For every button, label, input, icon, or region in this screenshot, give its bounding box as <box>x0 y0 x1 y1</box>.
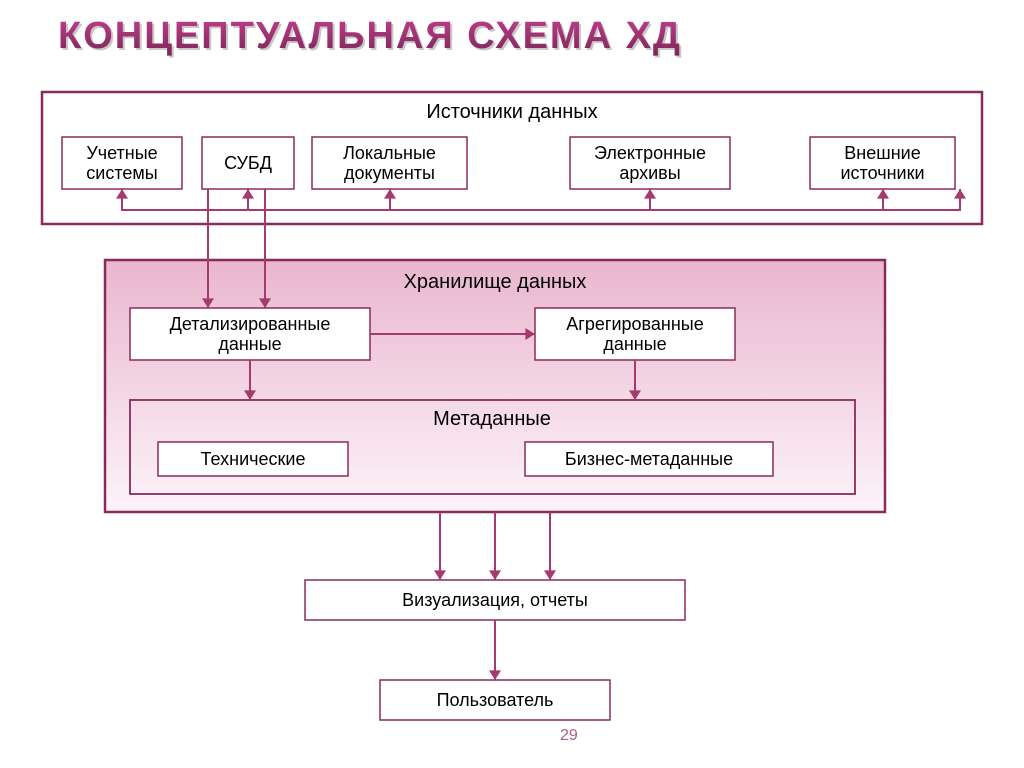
metadata-label: Метаданные <box>433 408 551 430</box>
sources-label: Источники данных <box>426 101 597 123</box>
arrowhead-icon <box>644 189 656 199</box>
arrowhead-icon <box>489 570 501 580</box>
user-label: Пользователь <box>437 690 554 710</box>
source-label-accounting: Учетныесистемы <box>86 143 157 183</box>
arrowhead-icon <box>434 570 446 580</box>
technical-metadata-label: Технические <box>201 449 306 469</box>
arrowhead-icon <box>242 189 254 199</box>
source-label-local_docs: Локальныедокументы <box>343 143 436 183</box>
business-metadata-label: Бизнес-метаданные <box>565 449 733 469</box>
source-label-external: Внешниеисточники <box>840 143 924 183</box>
arrowhead-icon <box>954 189 966 199</box>
visualization-label: Визуализация, отчеты <box>402 590 588 610</box>
arrowhead-icon <box>489 670 501 680</box>
source-label-dbms: СУБД <box>224 153 272 173</box>
arrowhead-icon <box>116 189 128 199</box>
page-title: Концептуальная схема ХД <box>58 15 682 57</box>
warehouse-label: Хранилище данных <box>404 271 587 293</box>
arrowhead-icon <box>384 189 396 199</box>
slide-number: 29 <box>560 727 578 744</box>
arrowhead-icon <box>877 189 889 199</box>
arrowhead-icon <box>544 570 556 580</box>
